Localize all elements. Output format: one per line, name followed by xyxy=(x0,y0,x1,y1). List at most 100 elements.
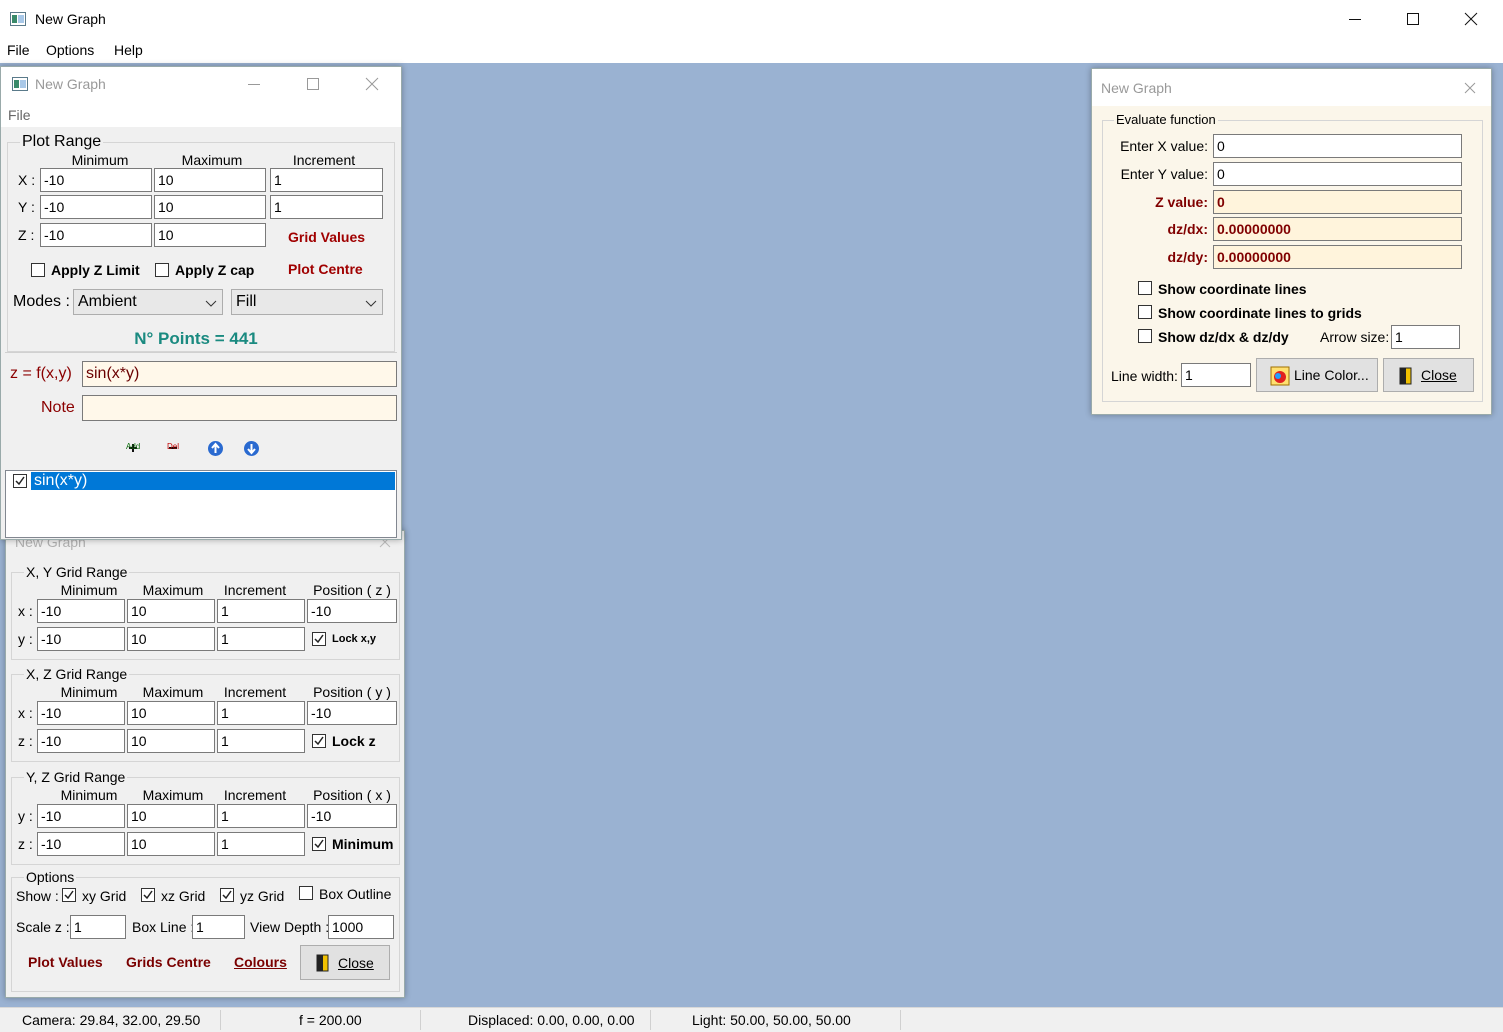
close-button-label[interactable]: Close xyxy=(338,954,374,971)
menu-item[interactable]: Help xyxy=(114,42,143,58)
column-header: Maximum xyxy=(142,582,204,598)
minimize-button[interactable] xyxy=(1348,11,1364,27)
input[interactable]: 10 xyxy=(154,168,266,192)
input[interactable]: 10 xyxy=(127,804,215,828)
input[interactable]: -10 xyxy=(40,168,152,192)
input[interactable]: 1 xyxy=(217,729,305,753)
column-header: Increment xyxy=(223,787,287,803)
checkbox[interactable] xyxy=(141,888,155,902)
input[interactable]: 1 xyxy=(192,915,245,939)
row-label: z : xyxy=(18,733,33,749)
input[interactable]: 10 xyxy=(127,701,215,725)
label: Scale z : xyxy=(16,919,70,935)
add-button[interactable] xyxy=(127,440,139,452)
link[interactable]: Grid Values xyxy=(288,229,366,245)
input[interactable]: -10 xyxy=(37,804,125,828)
minimize-button[interactable] xyxy=(247,76,263,92)
checkbox-label: Show coordinate lines to grids xyxy=(1158,305,1362,321)
close-button[interactable] xyxy=(364,76,380,92)
input[interactable]: 1 xyxy=(270,195,383,219)
input[interactable]: 0 xyxy=(1213,134,1462,158)
input[interactable]: sin(x*y) xyxy=(82,361,397,387)
menu-item[interactable]: File xyxy=(7,42,30,58)
input[interactable]: 1 xyxy=(217,832,305,856)
input[interactable]: -10 xyxy=(37,729,125,753)
input[interactable]: 1 xyxy=(70,915,126,939)
checkbox-label: Lock z xyxy=(332,733,376,749)
column-header: Increment xyxy=(223,582,287,598)
menu-item[interactable]: File xyxy=(8,107,31,123)
icon-label[interactable]: Add xyxy=(126,442,141,451)
checkbox[interactable] xyxy=(1138,305,1152,319)
checkbox[interactable] xyxy=(1138,281,1152,295)
maximize-button[interactable] xyxy=(305,76,321,92)
input[interactable]: 1000 xyxy=(328,915,394,939)
input[interactable]: -10 xyxy=(37,701,125,725)
input[interactable]: 10 xyxy=(127,627,215,651)
input[interactable]: -10 xyxy=(40,223,152,247)
checkbox[interactable] xyxy=(155,263,169,277)
input[interactable]: 1 xyxy=(217,599,305,623)
input[interactable]: 10 xyxy=(154,195,266,219)
line-color-button-label[interactable]: Line Color... xyxy=(1294,367,1369,383)
checkbox[interactable] xyxy=(13,474,27,488)
dropdown[interactable]: Ambient xyxy=(73,289,223,315)
label: z = f(x,y) xyxy=(10,365,72,382)
label: Box Line : xyxy=(132,919,195,935)
checkbox[interactable] xyxy=(62,888,76,902)
checkbox-label: xz Grid xyxy=(161,888,206,904)
maximize-button[interactable] xyxy=(1405,11,1421,27)
column-header: Position ( x ) xyxy=(313,787,391,803)
link[interactable]: Colours xyxy=(234,954,287,970)
input[interactable]: -10 xyxy=(37,599,125,623)
link[interactable]: Plot Values xyxy=(28,954,103,970)
group-box xyxy=(11,674,400,762)
checkbox[interactable] xyxy=(220,888,234,902)
menu-item[interactable]: Options xyxy=(46,42,95,58)
checkbox[interactable] xyxy=(312,734,326,748)
input[interactable]: -10 xyxy=(40,195,152,219)
icon-label[interactable]: Del xyxy=(167,442,180,451)
input[interactable] xyxy=(82,395,397,421)
field-label: dz/dx: xyxy=(1167,221,1208,237)
dropdown[interactable]: Fill xyxy=(231,289,383,315)
input[interactable]: 0.00000000 xyxy=(1213,245,1462,269)
input[interactable]: 10 xyxy=(127,599,215,623)
input[interactable]: -10 xyxy=(307,804,397,828)
input[interactable]: -10 xyxy=(307,701,397,725)
checkbox[interactable] xyxy=(312,632,326,646)
input[interactable]: 10 xyxy=(154,223,266,247)
close-button[interactable] xyxy=(1463,11,1479,27)
input[interactable]: 1 xyxy=(1181,363,1251,387)
input[interactable]: 1 xyxy=(217,804,305,828)
close-button[interactable] xyxy=(1463,81,1477,95)
status-separator xyxy=(900,1010,901,1030)
input[interactable]: 0 xyxy=(1213,190,1462,214)
input[interactable]: 0.00000000 xyxy=(1213,217,1462,241)
checkbox[interactable] xyxy=(299,886,313,900)
move-down-button[interactable] xyxy=(243,440,260,457)
input[interactable]: 1 xyxy=(217,627,305,651)
input[interactable]: 1 xyxy=(217,701,305,725)
checkbox[interactable] xyxy=(312,837,326,851)
input[interactable]: 1 xyxy=(1391,325,1460,349)
input[interactable]: -10 xyxy=(37,832,125,856)
title-bar xyxy=(0,0,1503,38)
list-item[interactable]: sin(x*y) xyxy=(34,472,88,489)
input[interactable]: 1 xyxy=(270,168,383,192)
del-button[interactable] xyxy=(167,440,179,450)
link[interactable]: Grids Centre xyxy=(126,954,211,970)
status-field: f = 200.00 xyxy=(299,1012,362,1028)
input[interactable]: -10 xyxy=(37,627,125,651)
button-icon xyxy=(1270,366,1290,386)
checkbox[interactable] xyxy=(1138,329,1152,343)
move-up-button[interactable] xyxy=(207,440,224,457)
input[interactable]: -10 xyxy=(307,599,397,623)
input[interactable]: 0 xyxy=(1213,162,1462,186)
close-button-label[interactable]: Close xyxy=(1421,367,1457,383)
checkbox[interactable] xyxy=(31,263,45,277)
input[interactable]: 10 xyxy=(127,832,215,856)
link[interactable]: Plot Centre xyxy=(288,261,363,277)
input[interactable]: 10 xyxy=(127,729,215,753)
